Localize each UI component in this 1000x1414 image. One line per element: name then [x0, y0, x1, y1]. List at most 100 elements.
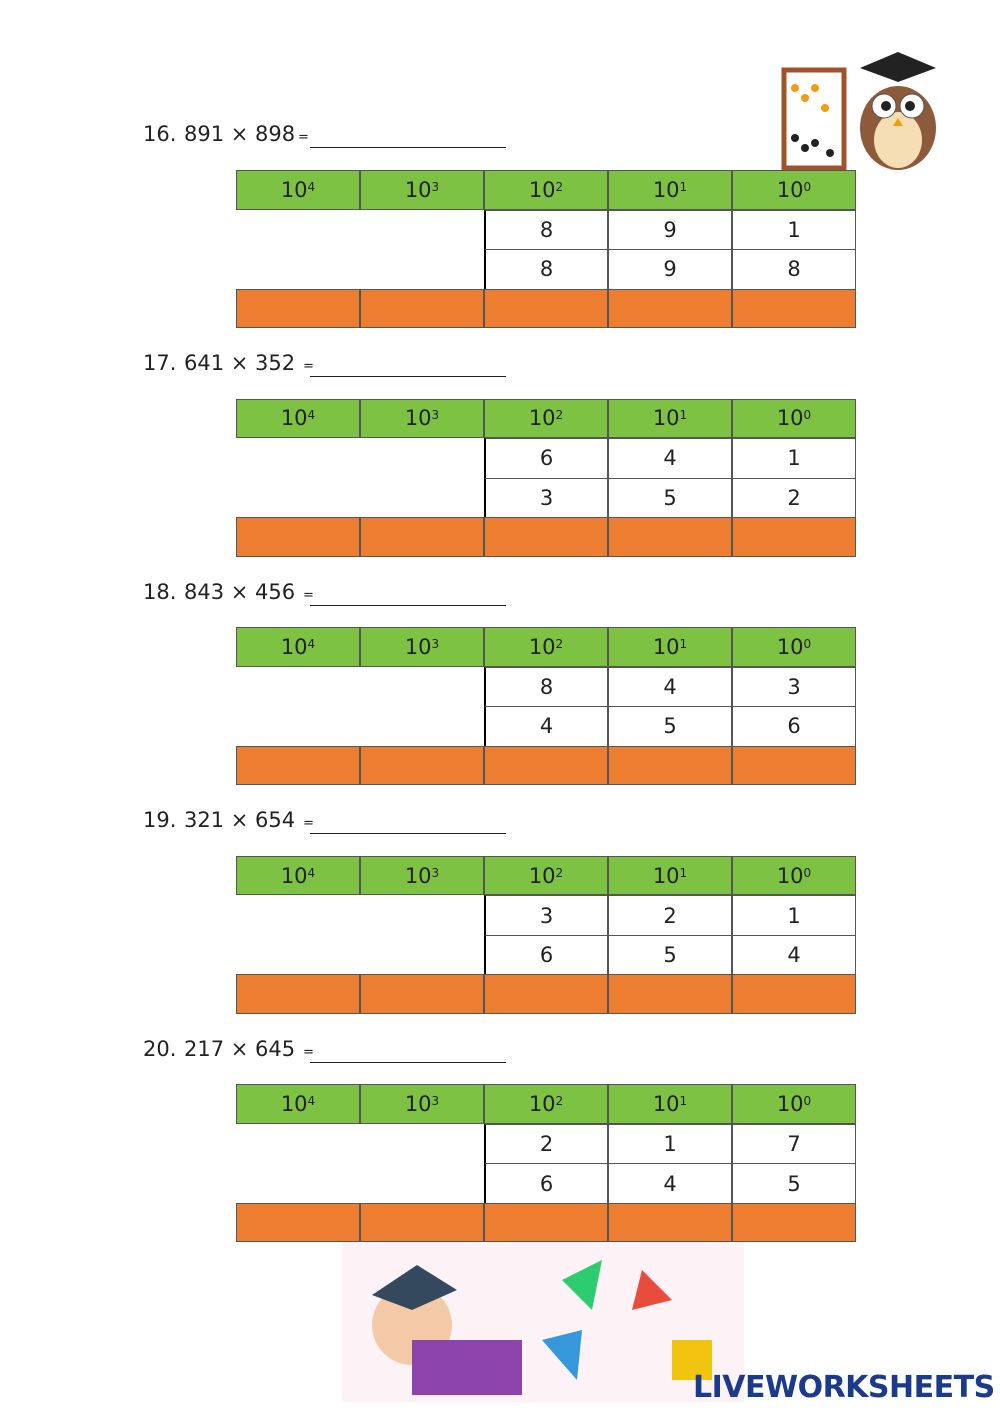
- answer-cell: [732, 288, 856, 328]
- problem-number: 16.: [143, 122, 177, 146]
- problem-expression: 641 × 352: [184, 350, 296, 375]
- place-header: 10 2: [484, 627, 608, 667]
- equals-sign: =: [298, 130, 309, 145]
- digit-cell: 4: [608, 666, 732, 708]
- header-base: 10: [404, 406, 432, 431]
- header-base: 10: [652, 406, 680, 431]
- answer-cell: [236, 288, 360, 328]
- place-header: 10 4: [236, 855, 360, 896]
- answer-cell: [732, 517, 856, 557]
- digit-cell: 1: [608, 1123, 732, 1165]
- digit-cell: 4: [608, 438, 732, 479]
- header-base: 10: [776, 406, 804, 431]
- answer-cell: [236, 974, 360, 1014]
- answer-cell: [236, 745, 360, 786]
- answer-cell: [732, 1202, 856, 1243]
- header-exponent: 3: [431, 408, 440, 423]
- header-base: 10: [280, 634, 308, 659]
- header-base: 10: [404, 1092, 432, 1117]
- answer-line: [310, 1044, 506, 1064]
- answer-line: [310, 358, 506, 377]
- answer-cell: [732, 745, 856, 786]
- header-base: 10: [528, 177, 556, 202]
- header-base: 10: [776, 177, 804, 202]
- equals-sign: =: [303, 358, 314, 374]
- header-exponent: 1: [679, 408, 688, 423]
- header-base: 10: [404, 634, 432, 659]
- answer-cell: [236, 517, 360, 557]
- answer-cell: [236, 1202, 360, 1243]
- header-exponent: 1: [679, 636, 688, 651]
- equals-sign: =: [303, 587, 314, 603]
- header-base: 10: [776, 1092, 804, 1117]
- kid-illustration: [342, 1240, 744, 1402]
- header-exponent: 0: [803, 636, 812, 651]
- digit-cell: 4: [732, 934, 856, 976]
- place-header: 10 2: [484, 398, 608, 439]
- header-exponent: 2: [555, 636, 564, 651]
- header-exponent: 1: [679, 179, 688, 194]
- header-base: 10: [652, 634, 680, 659]
- answer-cell: [484, 1202, 608, 1243]
- digit-cell: 8: [484, 249, 608, 290]
- header-exponent: 4: [307, 865, 316, 880]
- digit-cell: 6: [484, 934, 608, 976]
- digit-cell: 9: [608, 249, 732, 290]
- digit-cell: 8: [484, 209, 608, 250]
- header-base: 10: [280, 1092, 308, 1117]
- header-base: 10: [280, 177, 308, 202]
- digit-cell: 7: [732, 1123, 856, 1165]
- digit-cell: 4: [484, 706, 608, 747]
- place-header: 10 0: [732, 398, 856, 439]
- header-base: 10: [404, 863, 432, 888]
- header-exponent: 0: [803, 408, 812, 423]
- place-header: 10 2: [484, 170, 608, 210]
- header-base: 10: [528, 1092, 556, 1117]
- header-base: 10: [776, 634, 804, 659]
- place-header: 10 1: [608, 855, 732, 896]
- header-exponent: 1: [679, 865, 688, 880]
- header-exponent: 2: [555, 408, 564, 423]
- owl-illustration: [781, 52, 936, 171]
- place-header: 10 1: [608, 398, 732, 439]
- header-exponent: 3: [431, 636, 440, 651]
- place-header: 10 4: [236, 398, 360, 439]
- digit-cell: 3: [484, 477, 608, 519]
- answer-cell: [732, 974, 856, 1014]
- header-base: 10: [528, 406, 556, 431]
- header-base: 10: [652, 863, 680, 888]
- equals-sign: =: [303, 1045, 314, 1061]
- digit-cell: 8: [732, 249, 856, 290]
- answer-cell: [360, 745, 484, 786]
- answer-cell: [360, 1202, 484, 1243]
- digit-cell: 3: [484, 895, 608, 936]
- problem-expression: 217 × 645: [184, 1037, 296, 1062]
- digit-cell: 5: [732, 1163, 856, 1204]
- header-exponent: 2: [555, 1094, 564, 1109]
- header-exponent: 4: [307, 636, 316, 651]
- place-header: 10 2: [484, 1084, 608, 1124]
- header-base: 10: [652, 1092, 680, 1117]
- digit-cell: 1: [732, 438, 856, 479]
- header-base: 10: [652, 177, 680, 202]
- answer-cell: [608, 288, 732, 328]
- header-exponent: 4: [307, 1094, 316, 1109]
- header-base: 10: [280, 863, 308, 888]
- problem-number: 20.: [143, 1037, 177, 1062]
- place-header: 10 4: [236, 1084, 360, 1124]
- answer-cell: [484, 974, 608, 1014]
- digit-cell: 6: [484, 438, 608, 479]
- header-exponent: 1: [679, 1094, 688, 1109]
- problem-number: 17.: [143, 350, 177, 375]
- header-exponent: 0: [803, 865, 812, 880]
- header-base: 10: [404, 177, 432, 202]
- digit-cell: 2: [484, 1123, 608, 1165]
- answer-cell: [608, 745, 732, 786]
- answer-cell: [484, 517, 608, 557]
- watermark: LIVEWORKSHEETS: [693, 1370, 995, 1405]
- answer-cell: [360, 288, 484, 328]
- place-header: 10 0: [732, 1084, 856, 1124]
- place-header: 10 3: [360, 855, 484, 896]
- digit-cell: 6: [732, 706, 856, 747]
- place-header: 10 2: [484, 855, 608, 896]
